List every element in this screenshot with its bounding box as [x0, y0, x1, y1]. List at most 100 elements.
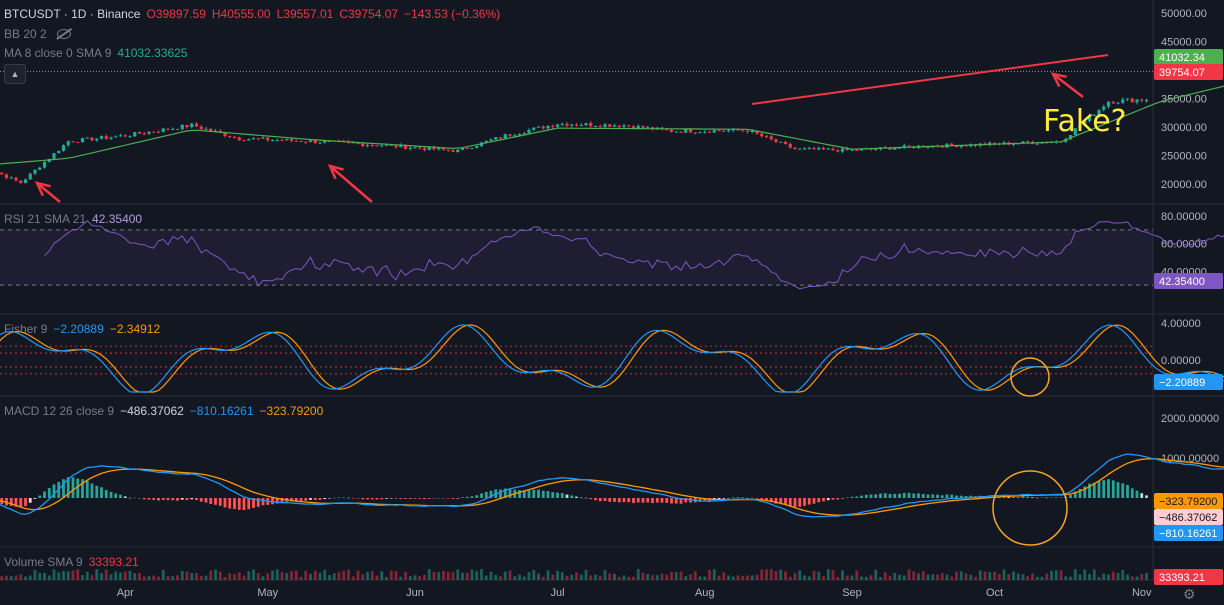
candle-body — [161, 128, 165, 132]
macd-hist-bar — [570, 495, 574, 498]
volume-bar — [556, 570, 559, 580]
volume-bar — [1064, 576, 1068, 580]
volume-bar — [608, 573, 612, 580]
macd-hist-bar — [14, 498, 18, 507]
volume-bar — [85, 571, 89, 580]
candle-body — [199, 126, 203, 130]
volume-bar — [380, 571, 384, 580]
macd-hist-bar — [1116, 482, 1120, 498]
macd-hist-bar — [774, 498, 778, 504]
volume-bar — [503, 571, 507, 580]
macd-hist-bar — [171, 498, 175, 501]
volume-bar — [822, 576, 825, 580]
volume-bar — [1102, 573, 1106, 580]
macd-hist-bar — [218, 498, 222, 506]
volume-bar — [565, 575, 569, 580]
volume-label: Volume SMA 9 — [4, 555, 83, 569]
macd-hist-bar — [613, 498, 616, 502]
candle-body — [874, 149, 878, 151]
volume-bar — [57, 572, 61, 580]
candle-body — [755, 130, 759, 134]
macd-hist-bar — [427, 498, 431, 499]
candle-body — [9, 177, 13, 179]
rsi-legend[interactable]: RSI 21 SMA 21 42.35400 — [4, 212, 148, 226]
macd-hist-bar — [480, 493, 483, 498]
symbol-label[interactable]: BTCUSDT · 1D · Binance — [4, 7, 141, 21]
macd-hist-bar — [660, 498, 664, 503]
bb-legend[interactable]: BB 20 2 — [4, 27, 77, 41]
macd-hist-bar — [470, 496, 474, 498]
volume-bar — [218, 571, 222, 580]
volume-bar — [152, 575, 156, 580]
volume-bar — [622, 575, 626, 580]
change-value: −143.53 (−0.36%) — [404, 7, 501, 21]
volume-bar — [603, 570, 607, 580]
candle-body — [223, 132, 227, 136]
volume-bar — [180, 570, 184, 580]
gear-icon[interactable]: ⚙ — [1183, 586, 1196, 602]
candle-body — [446, 149, 450, 151]
volume-bar — [271, 570, 274, 580]
volume-bar — [793, 573, 797, 580]
eye-hidden-icon[interactable] — [56, 29, 71, 39]
candle-body — [494, 137, 498, 140]
arrow-shaft — [36, 182, 61, 203]
macd-hist-bar — [836, 498, 840, 500]
candle-body — [1021, 141, 1025, 144]
volume-bar — [807, 576, 811, 580]
macd-hist-bar — [541, 490, 545, 498]
macd-hist-bar — [437, 497, 441, 499]
volume-bar — [71, 570, 75, 580]
candle-body — [1130, 98, 1134, 103]
candle-body — [261, 137, 265, 139]
volume-bar — [138, 572, 141, 580]
candle-body — [665, 128, 669, 130]
volume-bar — [166, 575, 170, 580]
candle-body — [4, 174, 9, 178]
macd-macd-value: −810.16261 — [189, 404, 254, 418]
candle-body — [503, 134, 507, 139]
candle-body — [166, 128, 170, 130]
candle-body — [71, 141, 75, 143]
fisher-legend[interactable]: Fisher 9 −2.20889 −2.34912 — [4, 322, 166, 336]
volume-bar — [252, 569, 255, 580]
annotation-text[interactable]: Fake? — [1043, 104, 1127, 139]
chevron-up-icon[interactable]: ▲ — [4, 64, 26, 84]
candle-body — [788, 143, 792, 148]
candle-body — [1035, 143, 1039, 145]
macd-hist-bar — [551, 492, 555, 498]
candle-body — [631, 126, 636, 129]
volume-bar — [280, 572, 284, 580]
macd-hist-bar — [850, 496, 854, 498]
volume-bar — [717, 575, 721, 580]
volume-bar — [1078, 574, 1082, 580]
candle-body — [821, 147, 826, 150]
ma-legend[interactable]: MA 8 close 0 SMA 9 41032.33625 — [4, 46, 193, 60]
volume-bar — [100, 573, 103, 580]
volume-bar — [109, 574, 113, 580]
candle-body — [52, 153, 56, 159]
volume-bar — [755, 574, 759, 580]
volume-bar — [290, 571, 293, 580]
macd-hist-bar — [940, 495, 944, 498]
volume-bar — [684, 576, 688, 580]
macd-hist-bar — [465, 496, 469, 498]
macd-hist-bar — [342, 497, 346, 499]
volume-bar — [741, 575, 745, 580]
volume-bar — [313, 570, 317, 580]
volume-bar — [214, 569, 217, 580]
macd-hist-bar — [788, 498, 792, 507]
volume-bar — [190, 573, 194, 580]
volume-bar — [470, 569, 474, 580]
volume-bar — [233, 574, 236, 580]
volume-bar — [874, 569, 878, 580]
volume-bar — [499, 576, 502, 580]
candle-body — [636, 125, 640, 129]
time-tick-label: Nov — [1132, 587, 1152, 599]
macd-hist-bar — [361, 498, 365, 500]
macd-legend[interactable]: MACD 12 26 close 9 −486.37062 −810.16261 −3… — [4, 404, 329, 418]
volume-legend[interactable]: Volume SMA 9 33393.21 — [4, 555, 145, 569]
volume-bar — [1016, 573, 1020, 580]
macd-hist-bar — [627, 498, 631, 503]
candle-body — [399, 144, 403, 148]
